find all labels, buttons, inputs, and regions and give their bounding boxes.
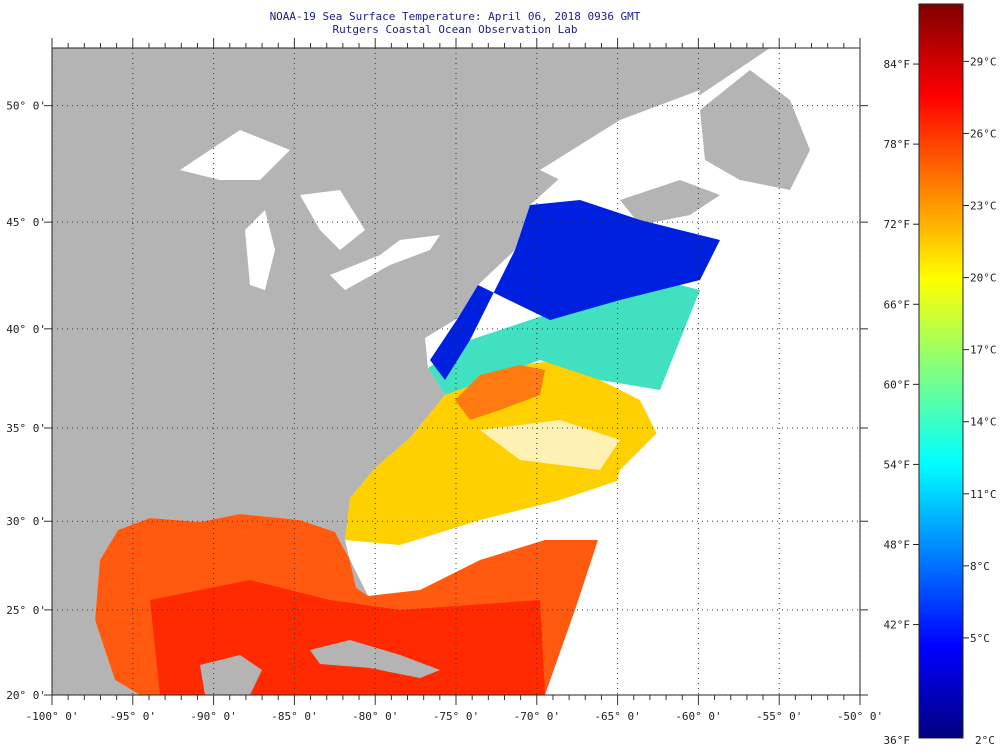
lon-label: -60° 0' xyxy=(675,710,721,723)
celsius-label: 11°C xyxy=(970,488,997,501)
lon-label: -70° 0' xyxy=(514,710,560,723)
sst-gulf-stream-edge xyxy=(345,360,660,545)
colorbar xyxy=(918,3,964,739)
cuba xyxy=(310,640,440,678)
fahrenheit-label: 84°F xyxy=(884,58,911,71)
fahrenheit-min-label: 36°F xyxy=(884,734,911,747)
newfoundland xyxy=(700,70,810,190)
lon-label: -55° 0' xyxy=(756,710,802,723)
sst-gulf-stream-eddy xyxy=(455,365,545,420)
fahrenheit-label: 42°F xyxy=(884,619,911,632)
lat-label: 50° 0' xyxy=(6,100,46,113)
map-title: NOAA-19 Sea Surface Temperature: April 0… xyxy=(269,10,641,23)
great-lakes xyxy=(180,130,290,180)
no-data-east xyxy=(545,240,860,695)
fahrenheit-label: 66°F xyxy=(884,298,911,311)
map-area xyxy=(52,48,860,695)
yucatan xyxy=(200,655,262,695)
lon-label: -95° 0' xyxy=(110,710,156,723)
lat-label: 35° 0' xyxy=(6,422,46,435)
graticule xyxy=(44,38,868,705)
florida xyxy=(335,532,368,596)
lon-label: -90° 0' xyxy=(190,710,236,723)
lat-label: 45° 0' xyxy=(6,216,46,229)
fahrenheit-label: 78°F xyxy=(884,138,911,151)
lat-label: 20° 0' xyxy=(6,689,46,702)
fahrenheit-label: 60°F xyxy=(884,378,911,391)
gulf-of-st-lawrence xyxy=(540,90,700,190)
lake-huron xyxy=(300,190,365,250)
lat-label: 25° 0' xyxy=(6,604,46,617)
lake-erie-ontario xyxy=(330,235,440,290)
lon-label: -65° 0' xyxy=(594,710,640,723)
lon-label: -50° 0' xyxy=(837,710,883,723)
celsius-label: 29°C xyxy=(970,55,997,68)
celsius-label: 26°C xyxy=(970,127,997,140)
axis-labels: -100° 0' -95° 0' -90° 0' -85° 0' -80° 0' -75°… xyxy=(6,100,883,723)
map-subtitle: Rutgers Coastal Ocean Observation Lab xyxy=(332,23,578,36)
celsius-label: 14°C xyxy=(970,416,997,429)
lat-label: 40° 0' xyxy=(6,323,46,336)
fahrenheit-label: 48°F xyxy=(884,538,911,551)
celsius-label: 8°C xyxy=(970,560,990,573)
celsius-label: 17°C xyxy=(970,344,997,357)
lon-label: -80° 0' xyxy=(352,710,398,723)
lon-label: -85° 0' xyxy=(271,710,317,723)
lon-label: -100° 0' xyxy=(26,710,79,723)
clouds-atlantic xyxy=(480,420,620,470)
fahrenheit-label: 54°F xyxy=(884,458,911,471)
lon-label: -75° 0' xyxy=(433,710,479,723)
nova-scotia xyxy=(620,180,720,225)
celsius-label: 20°C xyxy=(970,272,997,285)
sst-slope-water xyxy=(428,280,700,395)
celsius-label: 5°C xyxy=(970,632,990,645)
colorbar-labels: 84°F 78°F 72°F 66°F 60°F 54°F 48°F 42°F 29°C 26°C… xyxy=(884,55,997,747)
celsius-min-label: 2°C xyxy=(975,734,995,747)
celsius-label: 23°C xyxy=(970,200,997,213)
lat-label: 30° 0' xyxy=(6,515,46,528)
fahrenheit-label: 72°F xyxy=(884,218,911,231)
lake-michigan xyxy=(245,210,275,290)
sst-gulf-of-maine xyxy=(430,200,720,380)
